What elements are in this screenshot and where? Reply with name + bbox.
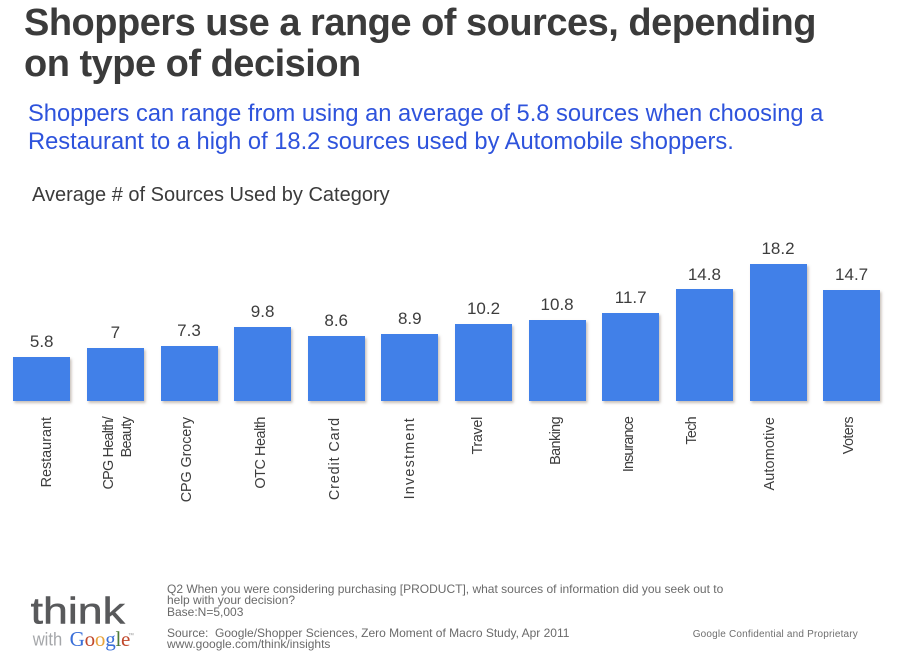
svg-text:with: with bbox=[32, 629, 62, 650]
svg-text:G: G bbox=[70, 627, 85, 651]
svg-text:g: g bbox=[105, 627, 116, 651]
svg-text:e: e bbox=[121, 627, 130, 651]
svg-text:™: ™ bbox=[128, 632, 134, 639]
svg-text:l: l bbox=[116, 627, 122, 651]
svg-text:o: o bbox=[95, 627, 106, 651]
svg-text:o: o bbox=[85, 627, 96, 651]
svg-text:think: think bbox=[31, 589, 126, 631]
